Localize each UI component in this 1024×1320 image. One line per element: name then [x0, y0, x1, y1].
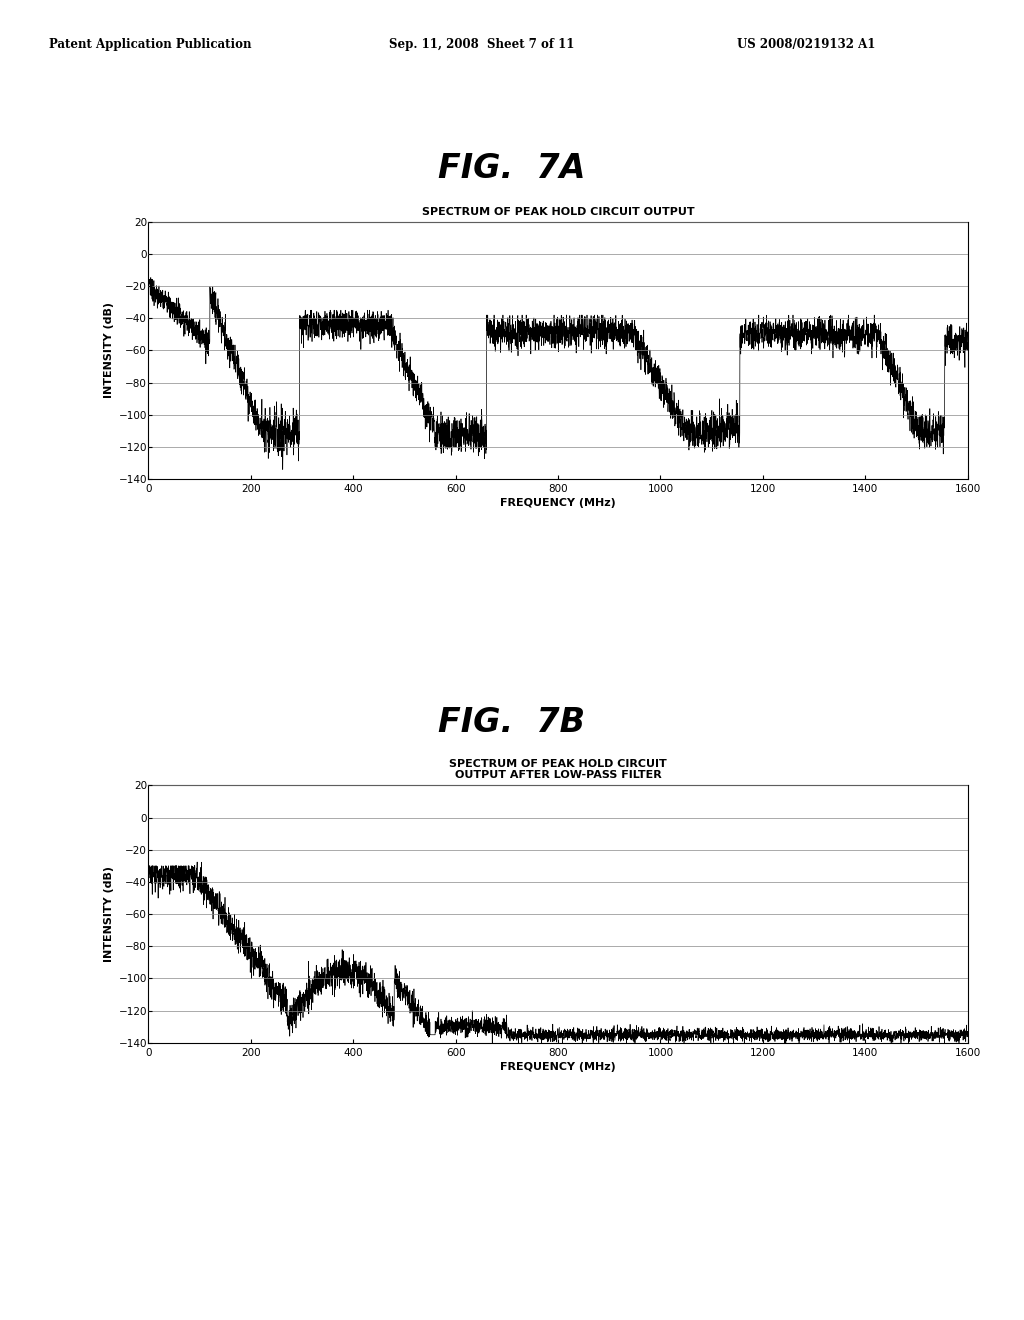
- Text: FIG.  7A: FIG. 7A: [438, 152, 586, 185]
- Text: FIG.  7B: FIG. 7B: [438, 706, 586, 739]
- Text: Patent Application Publication: Patent Application Publication: [49, 38, 252, 51]
- Y-axis label: INTENSITY (dB): INTENSITY (dB): [104, 866, 115, 962]
- Title: SPECTRUM OF PEAK HOLD CIRCUIT OUTPUT: SPECTRUM OF PEAK HOLD CIRCUIT OUTPUT: [422, 207, 694, 216]
- Text: US 2008/0219132 A1: US 2008/0219132 A1: [737, 38, 876, 51]
- Text: Sep. 11, 2008  Sheet 7 of 11: Sep. 11, 2008 Sheet 7 of 11: [389, 38, 574, 51]
- X-axis label: FREQUENCY (MHz): FREQUENCY (MHz): [500, 1061, 616, 1072]
- Title: SPECTRUM OF PEAK HOLD CIRCUIT
OUTPUT AFTER LOW-PASS FILTER: SPECTRUM OF PEAK HOLD CIRCUIT OUTPUT AFT…: [450, 759, 667, 780]
- Y-axis label: INTENSITY (dB): INTENSITY (dB): [104, 302, 115, 399]
- X-axis label: FREQUENCY (MHz): FREQUENCY (MHz): [500, 498, 616, 508]
